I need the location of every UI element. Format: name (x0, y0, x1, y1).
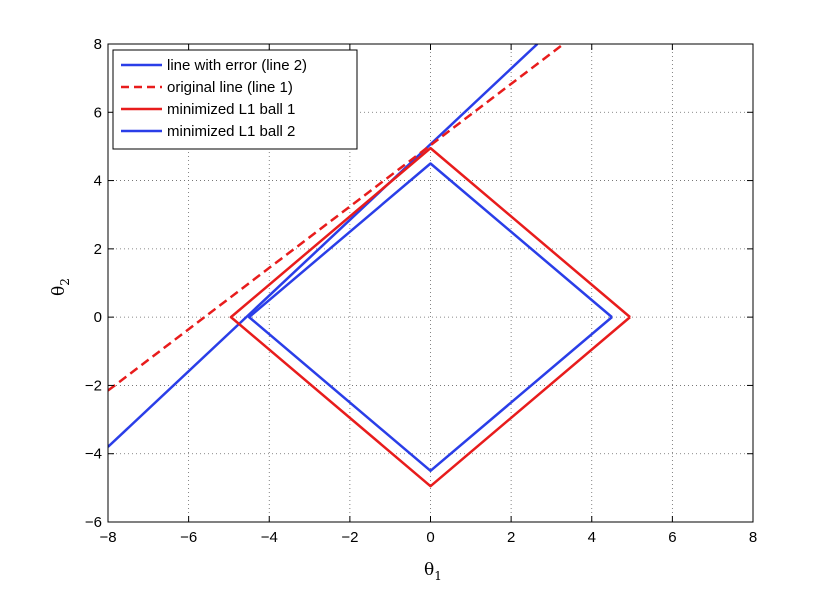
y-tick-label: −4 (85, 446, 102, 463)
x-tick-label: 2 (507, 529, 515, 546)
y-tick-label: −2 (85, 377, 102, 394)
y-tick-label: −6 (85, 514, 102, 531)
x-axis-label-sub: 1 (434, 569, 442, 583)
legend: line with error (line 2) original line (l… (112, 49, 358, 150)
legend-label: original line (line 1) (167, 79, 293, 96)
y-tick-label: 6 (94, 104, 102, 121)
y-tick-label: 4 (94, 173, 102, 190)
x-tick-label: −8 (99, 529, 116, 546)
x-tick-label: −2 (341, 529, 358, 546)
legend-box (112, 49, 358, 150)
x-tick-label: 0 (426, 529, 434, 546)
series-minimized-l1-ball-1 (229, 146, 631, 488)
legend-label: minimized L1 ball 1 (167, 101, 295, 118)
x-axis-label-main: θ (424, 560, 434, 580)
y-tick-label: 2 (94, 241, 102, 258)
series-line-with-error-line-2 (108, 44, 539, 448)
y-tick-label: 0 (94, 309, 102, 326)
x-tick-label: 4 (588, 529, 596, 546)
series-minimized-l1-ball-2 (247, 162, 613, 473)
x-tick-label: 8 (749, 529, 757, 546)
series-original-line-line-1 (108, 44, 565, 392)
y-axis-label-main: θ (49, 286, 69, 296)
y-axis-label: θ2 (49, 278, 72, 296)
x-tick-label: −4 (261, 529, 278, 546)
legend-label: line with error (line 2) (167, 57, 307, 74)
y-axis-label-sub: 2 (58, 278, 72, 286)
x-axis-label: θ1 (424, 560, 442, 583)
x-tick-label: −6 (180, 529, 197, 546)
y-tick-label: 8 (94, 36, 102, 53)
series-layer (108, 44, 631, 488)
legend-label: minimized L1 ball 2 (167, 123, 295, 140)
x-tick-label: 6 (668, 529, 676, 546)
